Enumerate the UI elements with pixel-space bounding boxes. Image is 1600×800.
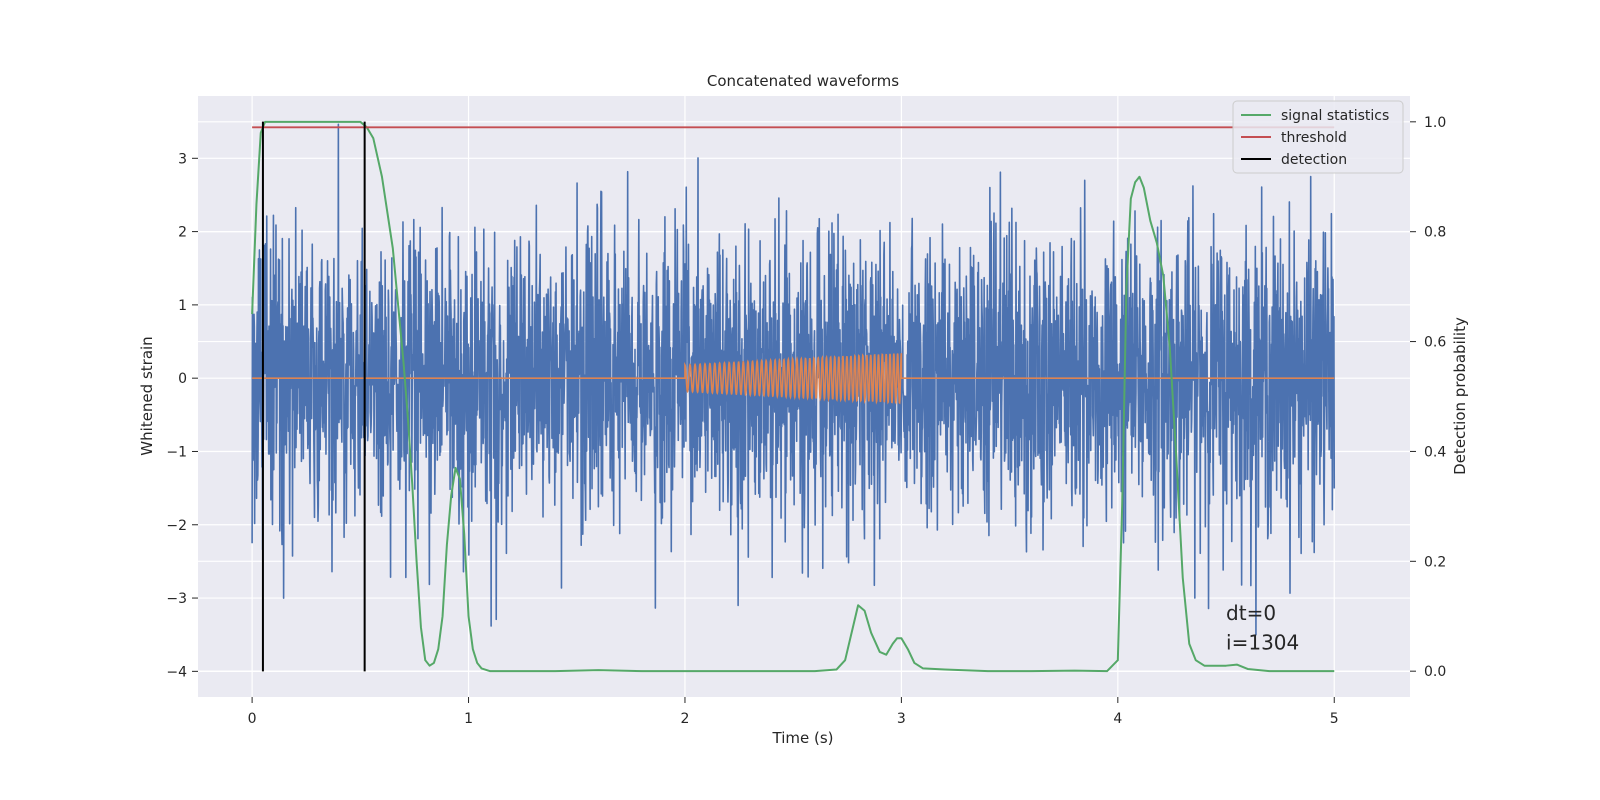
x-tick-label: 2 bbox=[681, 711, 690, 727]
y-tick-label-right: 0.4 bbox=[1424, 444, 1446, 460]
legend-entry: threshold bbox=[1281, 130, 1347, 146]
legend-entry: signal statistics bbox=[1281, 108, 1389, 124]
y-tick-label: −1 bbox=[166, 444, 187, 460]
y-tick-label: 2 bbox=[178, 225, 187, 241]
x-axis: 0 1 2 3 4 5 bbox=[248, 697, 1339, 727]
legend-box bbox=[1232, 100, 1404, 174]
y-tick-label-right: 0.2 bbox=[1424, 554, 1446, 570]
x-tick-label: 3 bbox=[897, 711, 906, 727]
annotations: dt=0 i=1304 bbox=[1226, 601, 1299, 654]
y-tick-label: −4 bbox=[166, 664, 187, 680]
chart-title: Concatenated waveforms bbox=[707, 72, 899, 90]
x-tick-label: 1 bbox=[464, 711, 473, 727]
plot-area bbox=[198, 96, 1410, 697]
y-tick-label-right: 0.6 bbox=[1424, 335, 1446, 351]
annotation-text: dt=0 bbox=[1226, 601, 1276, 625]
y-axis-label-right: Detection probability bbox=[1451, 317, 1469, 475]
y-tick-label: −2 bbox=[166, 518, 187, 534]
legend: signal statistics threshold detection bbox=[1232, 100, 1404, 174]
y-tick-label-right: 1.0 bbox=[1424, 115, 1446, 131]
y-tick-label-right: 0.0 bbox=[1424, 664, 1446, 680]
y-axis-label: Whitened strain bbox=[138, 336, 156, 455]
y-tick-label: 1 bbox=[178, 298, 187, 314]
right-axis: 0.0 0.2 0.4 0.6 0.8 1.0 bbox=[1410, 115, 1446, 680]
y-tick-label: 3 bbox=[178, 151, 187, 167]
x-tick-label: 0 bbox=[248, 711, 257, 727]
y-tick-label: −3 bbox=[166, 591, 187, 607]
legend-entry: detection bbox=[1281, 152, 1347, 168]
y-tick-label-right: 0.8 bbox=[1424, 225, 1446, 241]
annotation-text: i=1304 bbox=[1226, 630, 1299, 654]
injection-series bbox=[252, 353, 1335, 405]
x-tick-label: 4 bbox=[1113, 711, 1122, 727]
signal-statistics-line bbox=[251, 120, 1335, 673]
y-tick-label: 0 bbox=[178, 371, 187, 387]
left-axis: −4 −3 −2 −1 0 1 2 3 bbox=[166, 151, 198, 680]
x-tick-label: 5 bbox=[1330, 711, 1339, 727]
x-axis-label: Time (s) bbox=[772, 729, 834, 747]
